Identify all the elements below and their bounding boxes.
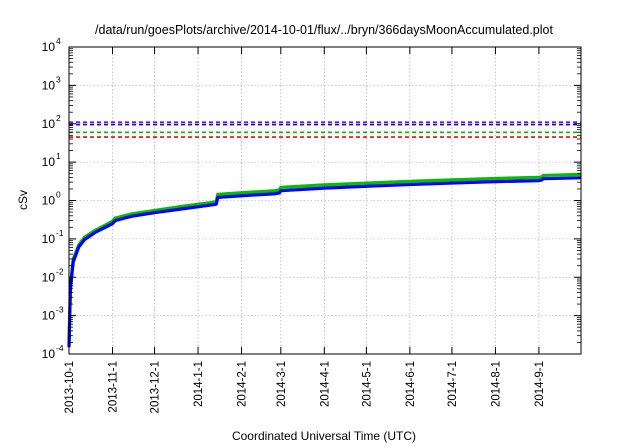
y-tick-exponent: -4 <box>56 343 64 353</box>
y-tick-label: 10 <box>42 117 56 131</box>
x-tick-label: 2014-7-1 <box>447 361 459 407</box>
y-tick-label: 10 <box>42 40 56 54</box>
series-line <box>67 176 582 348</box>
y-tick-exponent: 1 <box>56 151 61 161</box>
y-tick-exponent: 3 <box>56 74 61 84</box>
chart-title: /data/run/goesPlots/archive/2014-10-01/f… <box>95 23 553 37</box>
y-axis-label: cSv <box>16 190 30 210</box>
y-tick-exponent: -3 <box>56 305 64 315</box>
y-tick-label: 10 <box>42 232 56 246</box>
y-tick-label: 10 <box>42 347 56 361</box>
x-tick-label: 2014-8-1 <box>490 361 502 407</box>
y-tick-exponent: 2 <box>56 113 61 123</box>
y-tick-exponent: -1 <box>56 228 64 238</box>
x-tick-label: 2014-1-1 <box>193 361 205 407</box>
x-axis-ticks: 2013-10-1 2013-11-1 2013-12-1 2014-1-1 2014-… <box>64 47 546 413</box>
x-tick-label: 2014-5-1 <box>361 361 373 407</box>
x-tick-label: 2013-12-1 <box>150 361 162 413</box>
y-tick-label: 10 <box>42 155 56 169</box>
y-tick-exponent: -2 <box>56 266 64 276</box>
x-axis-label: Coordinated Universal Time (UTC) <box>232 429 416 443</box>
x-tick-label: 2014-9-1 <box>534 361 546 407</box>
y-tick-label: 10 <box>42 194 56 208</box>
series-lines <box>67 172 582 348</box>
grid-lines <box>69 47 581 354</box>
y-tick-label: 10 <box>42 270 56 284</box>
x-tick-label: 2013-10-1 <box>64 361 76 413</box>
y-tick-exponent: 4 <box>56 36 61 46</box>
y-tick-label: 10 <box>42 309 56 323</box>
y-tick-label: 10 <box>42 78 56 92</box>
series-line <box>67 172 582 345</box>
x-tick-label: 2014-4-1 <box>319 361 331 407</box>
x-tick-label: 2014-3-1 <box>276 361 288 407</box>
y-tick-exponent: 0 <box>56 190 61 200</box>
x-tick-label: 2014-6-1 <box>405 361 417 407</box>
x-tick-label: 2014-2-1 <box>237 361 249 407</box>
threshold-lines <box>69 121 581 138</box>
x-tick-label: 2013-11-1 <box>107 361 119 413</box>
